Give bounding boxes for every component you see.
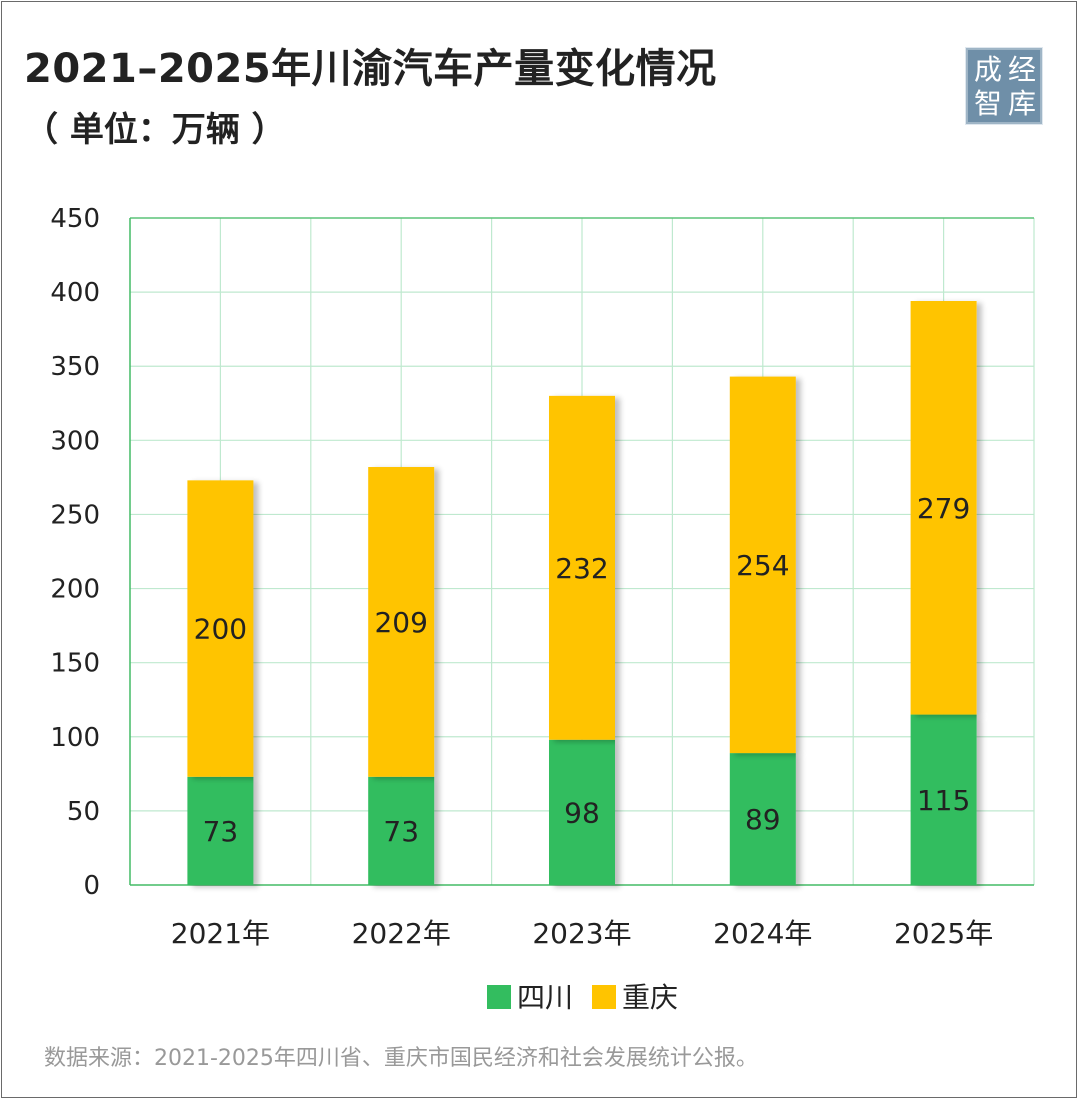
data-label: 73 [383,815,419,848]
data-label: 254 [736,549,789,582]
y-tick-label: 400 [50,278,100,308]
logo-char: 智 [973,87,1002,120]
bar-segment-chongqing [549,395,615,740]
y-tick-label: 450 [50,204,100,234]
x-tick-label: 2023年 [532,917,631,950]
bar-segment-chongqing [368,467,435,777]
bar-segment-sichuan [910,714,977,885]
logo-char: 成 [973,53,1002,86]
bar-segment-sichuan [729,753,796,885]
legend-label: 重庆 [622,981,678,1014]
y-tick-label: 150 [50,649,100,679]
x-tick-label: 2025年 [894,917,993,950]
logo-char: 经 [1007,53,1036,86]
bar-segment-sichuan [368,776,435,885]
data-label: 232 [555,552,608,585]
x-tick-label: 2024年 [713,917,812,950]
bar-segment-chongqing [729,376,796,754]
source-note: 数据来源：2021-2025年四川省、重庆市国民经济和社会发展统计公报。 [44,1046,758,1071]
legend-label: 四川 [517,981,573,1014]
data-label: 200 [194,613,247,646]
y-tick-label: 100 [50,723,100,753]
legend-swatch-chongqing [592,985,616,1009]
y-tick-label: 200 [50,575,100,605]
data-label: 115 [917,784,970,817]
y-tick-label: 0 [83,871,100,901]
bar-segment-chongqing [910,301,977,715]
bar-segment-sichuan [187,776,254,885]
x-tick-label: 2021年 [171,917,270,950]
y-tick-label: 350 [50,352,100,382]
data-label: 98 [564,796,600,829]
chart-title: 2021–2025年川渝汽车产量变化情况 [24,46,717,92]
data-label: 89 [745,803,781,836]
legend-swatch-sichuan [487,985,511,1009]
data-label: 209 [374,606,427,639]
data-label: 73 [203,815,239,848]
y-tick-label: 250 [50,500,100,530]
chart-subtitle: （ 单位：万辆 ） [24,110,286,150]
logo-stamp: 成 经 智 库 [965,47,1043,125]
bar-segment-sichuan [549,739,615,885]
logo-char: 库 [1007,87,1036,120]
y-tick-label: 300 [50,426,100,456]
bar-segment-chongqing [187,480,254,777]
y-tick-label: 50 [67,797,100,827]
data-label: 279 [917,492,970,525]
x-tick-label: 2022年 [352,917,451,950]
